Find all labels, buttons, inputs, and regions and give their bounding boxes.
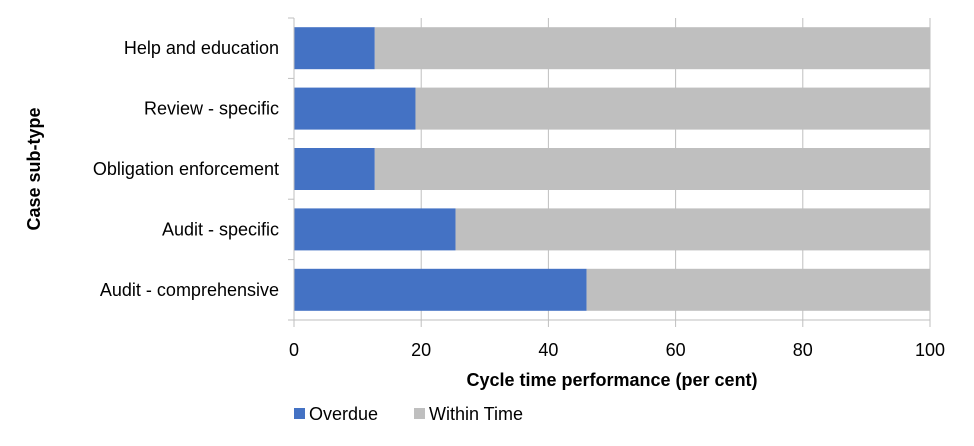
legend-swatch-1 (414, 408, 425, 419)
tick-labels: 0 20 40 60 80 100 (289, 340, 945, 360)
y-axis-title: Case sub-type (24, 107, 44, 230)
category-labels: Help and education Review - specific Oblig… (93, 38, 279, 300)
category-label-1: Review - specific (144, 99, 279, 119)
axes (288, 17, 931, 327)
bar-within-time-3 (455, 208, 930, 251)
bar-overdue-0 (294, 27, 375, 70)
legend-label-1: Within Time (429, 404, 523, 424)
category-label-3: Audit - specific (162, 219, 279, 239)
x-tick-label-4: 80 (793, 340, 813, 360)
bar-within-time-4 (586, 268, 930, 311)
x-tick-label-3: 60 (666, 340, 686, 360)
legend-swatch-0 (294, 408, 305, 419)
bars (294, 27, 931, 311)
x-tick-label-0: 0 (289, 340, 299, 360)
category-label-4: Audit - comprehensive (100, 280, 279, 300)
x-tick-label-2: 40 (538, 340, 558, 360)
bar-overdue-1 (294, 87, 416, 130)
legend: Overdue Within Time (294, 404, 523, 424)
bar-within-time-2 (374, 148, 931, 190)
bar-overdue-4 (294, 268, 587, 311)
legend-label-0: Overdue (309, 404, 378, 424)
category-label-0: Help and education (124, 38, 279, 58)
x-tick-label-5: 100 (915, 340, 945, 360)
bar-within-time-0 (374, 27, 931, 70)
category-label-2: Obligation enforcement (93, 159, 279, 179)
bar-within-time-1 (415, 87, 930, 130)
x-tick-label-1: 20 (411, 340, 431, 360)
x-axis-title: Cycle time performance (per cent) (466, 370, 757, 390)
bar-overdue-3 (294, 208, 456, 251)
bar-overdue-2 (294, 148, 375, 190)
